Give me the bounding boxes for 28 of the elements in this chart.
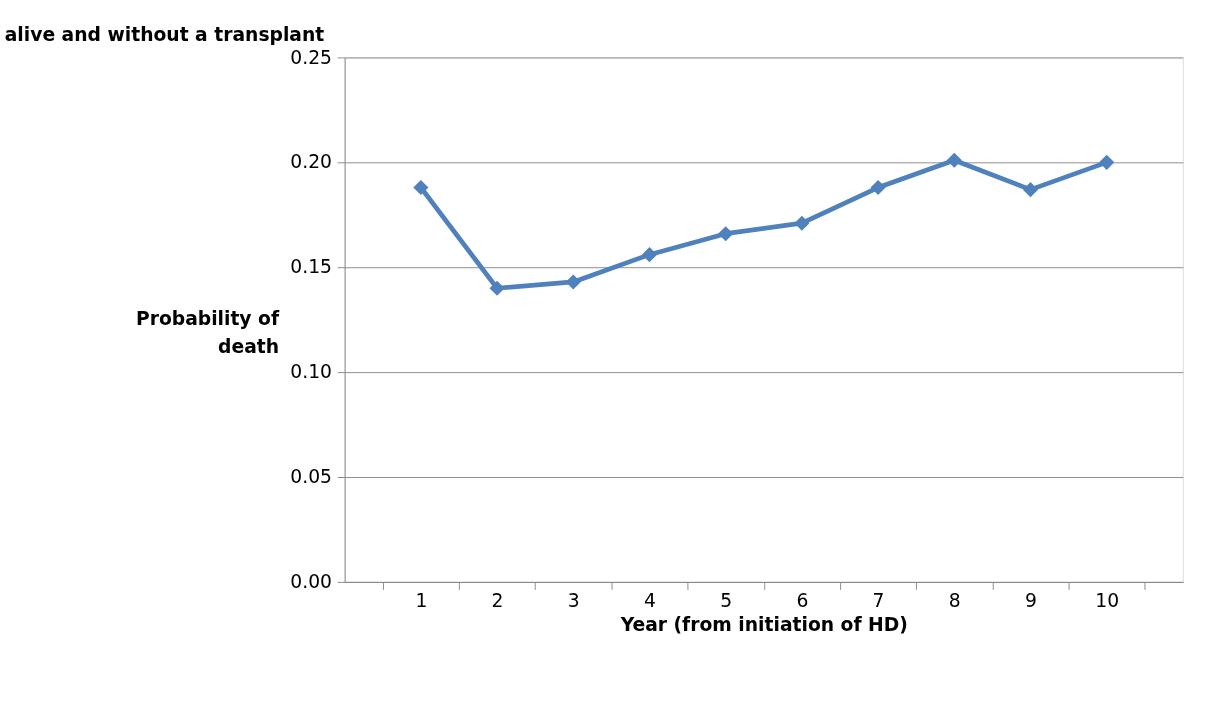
- point: [794, 215, 810, 231]
- y-tick-label: 0.10: [290, 361, 333, 383]
- y-tick-label: 0.20: [290, 151, 333, 173]
- x-tick-label: 8: [948, 589, 961, 611]
- x-tick-label: 6: [796, 589, 809, 611]
- y-tick-label: 0.15: [290, 256, 333, 278]
- point: [1099, 154, 1115, 170]
- point: [1022, 182, 1039, 198]
- y-tick-label: 0.00: [290, 571, 333, 593]
- y-tick-label: 0.25: [290, 46, 333, 68]
- x-axis-title: Year (from initiation of HD): [619, 614, 908, 636]
- point: [413, 179, 429, 196]
- point: [641, 247, 658, 263]
- text: alive and without a transplant: [4, 23, 325, 45]
- x-tick-label: 3: [567, 589, 580, 611]
- x-tick-label: 5: [720, 589, 733, 611]
- point: [946, 152, 962, 168]
- point: [489, 280, 505, 296]
- x-tick-label: 7: [872, 589, 885, 611]
- x-tick-label: 1: [415, 589, 428, 611]
- x-tick-label: 10: [1095, 589, 1120, 611]
- y-tick-label: 0.05: [290, 466, 333, 488]
- x-tick-label: 4: [643, 589, 656, 611]
- x-tick-label: 9: [1025, 589, 1037, 611]
- y-axis-title: Probability of death: [135, 308, 280, 358]
- point: [870, 179, 886, 196]
- point: [718, 226, 734, 242]
- x-tick-label: 2: [491, 589, 504, 611]
